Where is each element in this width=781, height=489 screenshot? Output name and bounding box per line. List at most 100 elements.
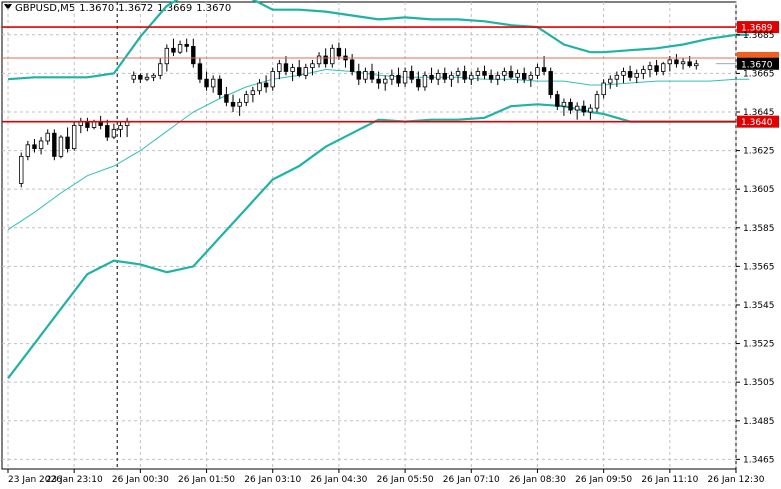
candle-body [191, 45, 196, 65]
candle-body [568, 101, 573, 111]
candle-body [257, 82, 262, 92]
candle [508, 65, 514, 80]
candle [694, 59, 699, 70]
candle-body [581, 105, 586, 113]
candle [184, 38, 189, 53]
candle [98, 115, 103, 130]
candle [429, 67, 434, 84]
candle-body [409, 71, 414, 80]
candle-body [627, 71, 633, 78]
candle [263, 75, 269, 93]
candle-body [290, 67, 295, 72]
candle [85, 117, 90, 132]
current-price-box [737, 57, 779, 70]
chevron-down-icon[interactable] [4, 4, 12, 10]
y-tick-label: 1.3665 [743, 69, 775, 79]
candle-body [105, 125, 110, 138]
candle [402, 67, 408, 87]
candle-body [323, 55, 328, 65]
candle [674, 54, 679, 68]
y-tick-label: 1.3465 [743, 455, 775, 465]
level-label-box [737, 115, 779, 128]
candle [555, 90, 560, 111]
candle [369, 63, 375, 84]
candle-body [680, 61, 686, 65]
candle [561, 98, 567, 116]
candle [363, 67, 368, 84]
candle-body [495, 74, 500, 80]
high-value: 1.3672 [118, 3, 154, 14]
candle-body [151, 74, 156, 78]
y-tick-label: 1.3585 [743, 224, 775, 234]
candle [475, 67, 481, 82]
candle [614, 71, 620, 87]
candle [131, 71, 136, 84]
candle [502, 67, 507, 82]
candle [469, 71, 474, 85]
candle-body [138, 74, 143, 80]
candle [71, 121, 77, 151]
candle [144, 73, 150, 82]
candle [316, 52, 322, 68]
candle-body [462, 71, 467, 80]
candle-body [310, 63, 315, 69]
candle [627, 65, 633, 82]
candle-body [647, 65, 653, 70]
candle [548, 67, 553, 99]
candle [197, 57, 203, 84]
candle-body [316, 55, 322, 65]
candle [32, 139, 37, 153]
candle-body [469, 74, 474, 80]
candle-body [614, 74, 620, 80]
candle-body [356, 71, 361, 80]
candle-body [429, 74, 434, 80]
candle-body [396, 74, 401, 84]
candle-body [158, 63, 163, 76]
candle [277, 59, 282, 80]
candle [105, 119, 110, 141]
candle-body [442, 73, 447, 80]
candle [462, 65, 467, 84]
candle [634, 69, 639, 84]
candle [667, 56, 673, 72]
candle [19, 152, 24, 188]
candle-body [694, 63, 699, 67]
candle-body [197, 63, 203, 80]
candle-body [349, 59, 355, 72]
candle-body [389, 74, 395, 80]
x-tick-label: 26 Jan 12:30 [708, 475, 765, 485]
candle [588, 104, 593, 120]
candle-body [667, 59, 673, 65]
candle-body [283, 63, 289, 72]
candle-body [91, 121, 97, 128]
candle [283, 56, 289, 76]
candle [422, 71, 428, 91]
candle [138, 73, 143, 84]
candle [330, 44, 335, 68]
candle-body [171, 47, 176, 53]
candle [204, 71, 209, 91]
y-tick-label: 1.3505 [743, 378, 775, 388]
candle-body [574, 105, 580, 111]
candle [482, 65, 487, 80]
candle-body [376, 78, 381, 84]
candle-body [71, 125, 77, 150]
candle-body [277, 63, 282, 72]
candle-body [263, 82, 269, 88]
low-value: 1.3669 [157, 3, 193, 14]
close-value: 1.3670 [196, 3, 232, 14]
candle-body [230, 101, 236, 107]
y-tick-label: 1.3685 [743, 31, 775, 41]
candle-body [237, 101, 242, 107]
candle-body [508, 71, 514, 78]
candle-body [402, 71, 408, 84]
candle [38, 137, 44, 155]
candle [191, 38, 196, 68]
candle [310, 59, 315, 76]
resistance-label-box [737, 51, 779, 63]
candle [608, 75, 613, 89]
candle-body [449, 74, 454, 80]
candle [244, 90, 249, 107]
candle-body [303, 67, 309, 76]
